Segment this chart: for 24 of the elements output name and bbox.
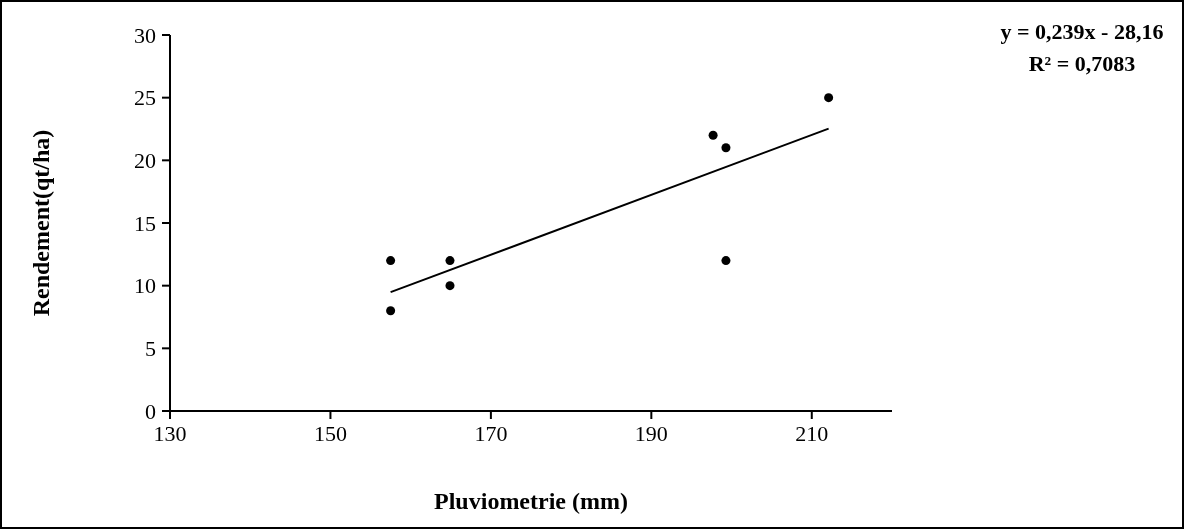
point — [708, 130, 718, 140]
y-tick-label: 10 — [134, 273, 156, 299]
y-tick-label: 25 — [134, 85, 156, 111]
y-axis-title: Rendement(qt/ha) — [27, 129, 54, 317]
y-tick-label: 5 — [145, 336, 156, 362]
x-axis-title: Pluviometrie (mm) — [434, 488, 628, 514]
x-tick-label: 210 — [795, 420, 829, 446]
point — [445, 256, 455, 266]
point — [721, 143, 731, 153]
x-tick-label: 130 — [153, 420, 187, 446]
y-tick-label: 0 — [145, 398, 156, 424]
x-tick-label: 170 — [474, 420, 508, 446]
x-tick-label: 190 — [634, 420, 668, 446]
x-tick-label: 150 — [313, 420, 347, 446]
y-tick-label: 20 — [134, 148, 156, 174]
y-tick-label: 15 — [134, 210, 156, 236]
y-tick-label: 30 — [134, 22, 156, 48]
point — [386, 306, 396, 316]
point — [721, 256, 731, 266]
text: y = 0,239x - 28,16 — [999, 18, 1165, 46]
point — [386, 256, 396, 266]
text: R² = 0,7083 — [1027, 50, 1137, 78]
point — [824, 93, 834, 103]
point — [445, 281, 455, 291]
